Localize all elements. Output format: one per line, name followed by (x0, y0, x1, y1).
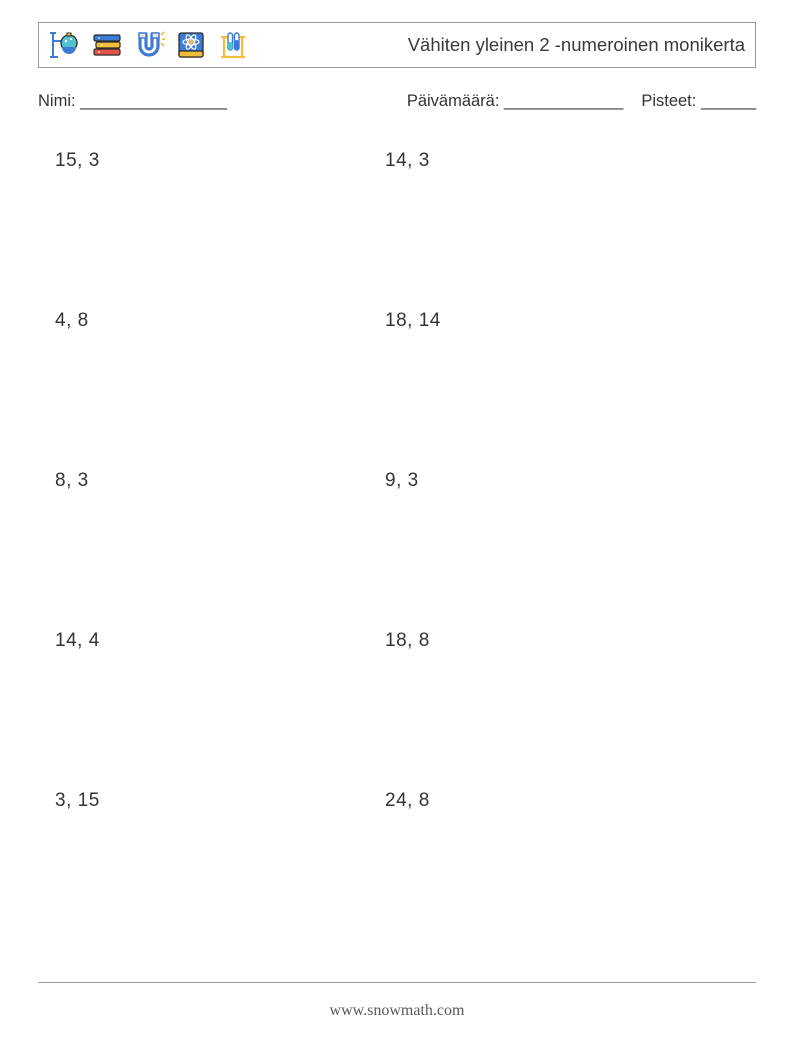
date-field: Päivämäärä: _____________ (407, 92, 624, 111)
problem-cell: 3, 15 (55, 790, 385, 950)
books-icon (89, 27, 125, 63)
header-box: Vähiten yleinen 2 -numeroinen monikerta (38, 22, 756, 68)
info-right: Päivämäärä: _____________ Pisteet: _____… (407, 92, 756, 111)
problem-row: 15, 3 14, 3 (55, 150, 715, 310)
info-line: Nimi: ________________ Päivämäärä: _____… (38, 92, 756, 111)
problem-cell: 18, 14 (385, 310, 715, 470)
problem-cell: 8, 3 (55, 470, 385, 630)
footer-url: www.snowmath.com (0, 1002, 794, 1020)
name-field: Nimi: ________________ (38, 92, 227, 111)
magnet-icon (131, 27, 167, 63)
problem-row: 8, 3 9, 3 (55, 470, 715, 630)
problem-cell: 4, 8 (55, 310, 385, 470)
footer-divider (38, 982, 756, 983)
problem-grid: 15, 3 14, 3 4, 8 18, 14 8, 3 9, 3 14, 4 … (55, 150, 715, 950)
worksheet-page: Vähiten yleinen 2 -numeroinen monikerta … (0, 0, 794, 1053)
flask-apparatus-icon (47, 27, 83, 63)
problem-row: 3, 15 24, 8 (55, 790, 715, 950)
icon-row (47, 27, 251, 63)
problem-cell: 18, 8 (385, 630, 715, 790)
test-tube-icon (215, 27, 251, 63)
score-field: Pisteet: ______ (641, 92, 756, 111)
atom-book-icon (173, 27, 209, 63)
problem-cell: 24, 8 (385, 790, 715, 950)
problem-cell: 15, 3 (55, 150, 385, 310)
problem-cell: 9, 3 (385, 470, 715, 630)
problem-cell: 14, 4 (55, 630, 385, 790)
worksheet-title: Vähiten yleinen 2 -numeroinen monikerta (408, 34, 745, 56)
problem-cell: 14, 3 (385, 150, 715, 310)
problem-row: 4, 8 18, 14 (55, 310, 715, 470)
problem-row: 14, 4 18, 8 (55, 630, 715, 790)
